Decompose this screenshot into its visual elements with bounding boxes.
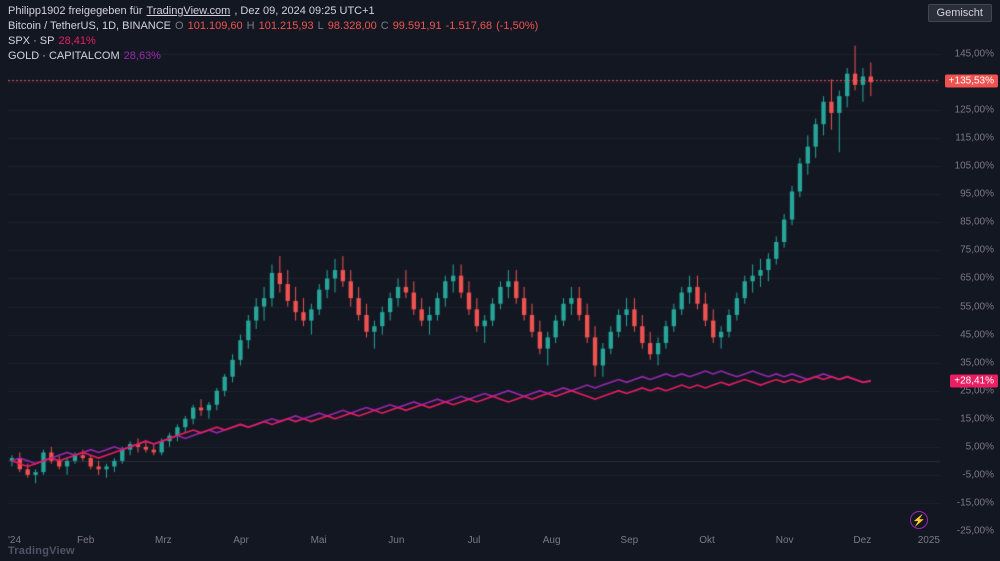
- y-tick-label: 115,00%: [955, 133, 994, 144]
- share-site[interactable]: TradingView.com: [147, 4, 231, 19]
- y-tick-label: 5,00%: [966, 441, 994, 452]
- h-label: H: [247, 19, 255, 34]
- tradingview-watermark: TradingView: [8, 545, 75, 557]
- change-abs: -1.517,68: [446, 19, 492, 34]
- o-value: 101.109,60: [188, 19, 243, 34]
- y-axis[interactable]: -25,00%-15,00%-5,00%5,00%15,00%25,00%35,…: [940, 40, 1000, 531]
- c-label: C: [381, 19, 389, 34]
- l-value: 98.328,00: [328, 19, 377, 34]
- change-pct: (-1,50%): [496, 19, 538, 34]
- y-tick-label: 65,00%: [960, 273, 994, 284]
- x-tick-label: Jul: [468, 535, 481, 546]
- compare2-label[interactable]: GOLD · CAPITALCOM: [8, 49, 120, 64]
- scale-mode-button[interactable]: Gemischt: [928, 4, 992, 22]
- y-tick-label: 45,00%: [960, 329, 994, 340]
- y-tick-label: -15,00%: [957, 497, 994, 508]
- o-label: O: [175, 19, 184, 34]
- compare1-value: 28,41%: [58, 34, 95, 49]
- x-tick-label: Nov: [776, 535, 794, 546]
- x-tick-label: Okt: [699, 535, 715, 546]
- bolt-icon: ⚡: [912, 514, 926, 527]
- y-tick-label: 105,00%: [955, 161, 994, 172]
- compare2-value: 28,63%: [124, 49, 161, 64]
- x-tick-label: Sep: [620, 535, 638, 546]
- x-tick-label: Apr: [233, 535, 249, 546]
- y-tick-label: 55,00%: [960, 301, 994, 312]
- x-tick-label: Dez: [853, 535, 871, 546]
- chart-area[interactable]: [8, 40, 940, 531]
- c-value: 99.591,91: [393, 19, 442, 34]
- y-tick-label: -5,00%: [962, 469, 994, 480]
- h-value: 101.215,93: [259, 19, 314, 34]
- price-tag: +28,41%: [950, 375, 998, 388]
- y-tick-label: -25,00%: [957, 526, 994, 537]
- chart-legend: Philipp1902 freigegeben für TradingView.…: [8, 4, 538, 63]
- x-tick-label: Aug: [543, 535, 561, 546]
- l-label: L: [318, 19, 324, 34]
- share-prefix: Philipp1902 freigegeben für: [8, 4, 143, 19]
- share-time: , Dez 09, 2024 09:25 UTC+1: [234, 4, 374, 19]
- x-tick-label: Mai: [311, 535, 327, 546]
- y-tick-label: 15,00%: [960, 413, 994, 424]
- y-tick-label: 95,00%: [960, 189, 994, 200]
- chart-canvas[interactable]: [8, 40, 940, 531]
- symbol-line[interactable]: Bitcoin / TetherUS, 1D, BINANCE: [8, 19, 171, 34]
- y-tick-label: 35,00%: [960, 357, 994, 368]
- x-axis[interactable]: '24FebMrzAprMaiJunJulAugSepOktNovDez2025: [8, 531, 940, 561]
- x-tick-label: Feb: [77, 535, 94, 546]
- y-tick-label: 85,00%: [960, 217, 994, 228]
- x-tick-label: Jun: [388, 535, 404, 546]
- compare1-label[interactable]: SPX · SP: [8, 34, 54, 49]
- x-tick-label: 2025: [918, 535, 940, 546]
- x-tick-label: Mrz: [155, 535, 172, 546]
- price-tag: +135,53%: [945, 74, 998, 87]
- goto-realtime-button[interactable]: ⚡: [910, 511, 928, 529]
- y-tick-label: 125,00%: [955, 105, 994, 116]
- y-tick-label: 75,00%: [960, 245, 994, 256]
